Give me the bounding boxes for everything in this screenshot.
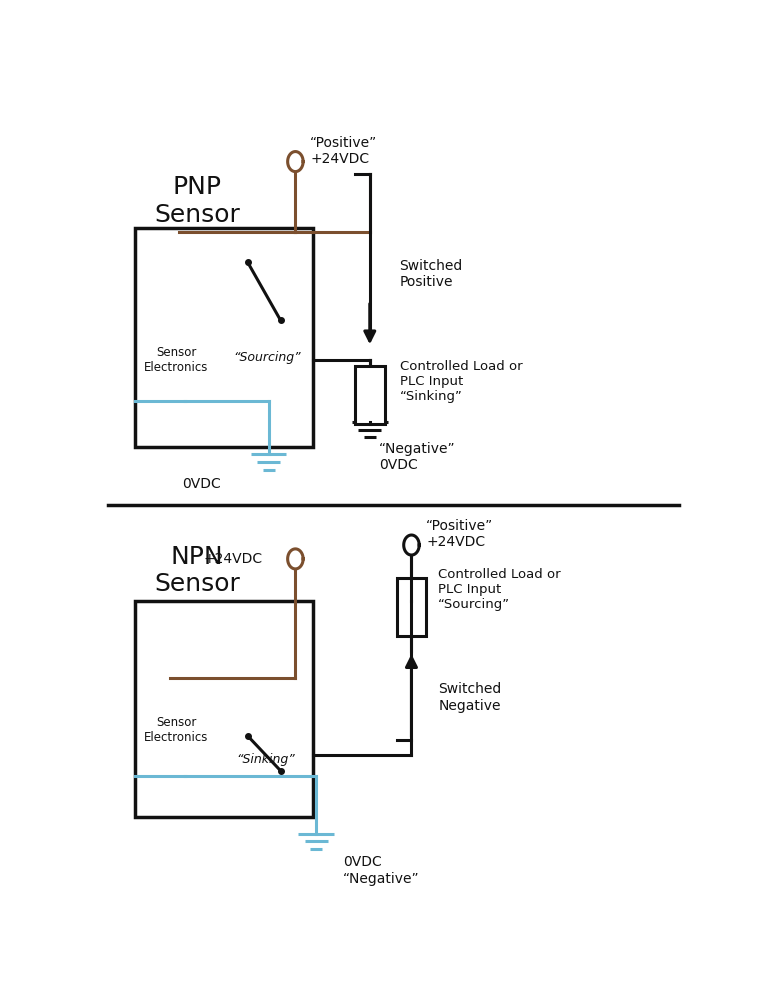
Text: “Positive”
+24VDC: “Positive” +24VDC (426, 519, 494, 549)
Text: 0VDC
“Negative”: 0VDC “Negative” (343, 855, 419, 886)
Bar (134, 601, 313, 817)
Text: Switched
Negative: Switched Negative (439, 682, 502, 713)
Bar (355, 366, 385, 424)
Text: “Sinking”: “Sinking” (236, 753, 295, 766)
Text: +24VDC: +24VDC (204, 552, 263, 566)
Text: Sensor
Electronics: Sensor Electronics (144, 716, 209, 744)
Text: PNP
Sensor: PNP Sensor (154, 175, 240, 227)
Text: 0VDC: 0VDC (183, 477, 221, 491)
Text: “Negative”
0VDC: “Negative” 0VDC (379, 442, 455, 472)
Text: Sensor
Electronics: Sensor Electronics (144, 346, 209, 374)
Bar (134, 228, 313, 447)
Bar (396, 578, 426, 636)
Text: Switched
Positive: Switched Positive (399, 259, 463, 289)
Text: “Sourcing”: “Sourcing” (233, 351, 300, 364)
Text: Controlled Load or
PLC Input
“Sourcing”: Controlled Load or PLC Input “Sourcing” (439, 568, 561, 611)
Text: “Positive”
+24VDC: “Positive” +24VDC (310, 136, 378, 166)
Text: NPN
Sensor: NPN Sensor (154, 545, 240, 596)
Text: Controlled Load or
PLC Input
“Sinking”: Controlled Load or PLC Input “Sinking” (399, 360, 522, 403)
